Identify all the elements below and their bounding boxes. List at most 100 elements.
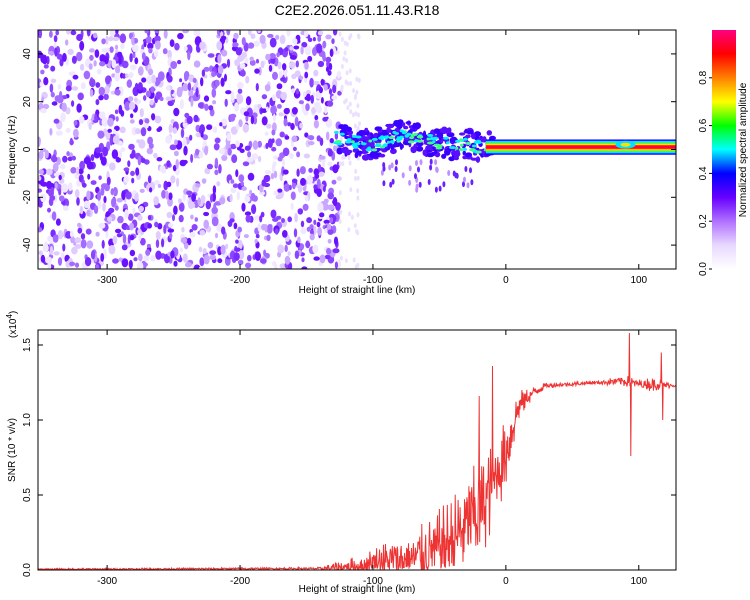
- signal-core: [416, 135, 424, 139]
- signal-core: [350, 140, 355, 144]
- signal-blob: [473, 131, 482, 137]
- noise-speck: [327, 192, 335, 200]
- noise-speck: [182, 253, 188, 263]
- noise-speck: [57, 95, 64, 104]
- noise-speck: [233, 32, 239, 40]
- noise-speck: [257, 103, 262, 109]
- noise-speck: [161, 238, 165, 248]
- noise-speck: [133, 257, 138, 262]
- noise-speck: [295, 88, 300, 95]
- noise-speck: [168, 192, 173, 200]
- signal-blob: [465, 134, 471, 139]
- snr-y-tick-label: 1.5: [22, 338, 33, 352]
- noise-speck: [158, 126, 163, 132]
- noise-speck: [206, 163, 213, 170]
- noise-speck: [328, 62, 333, 71]
- noise-speck: [283, 118, 288, 127]
- noise-speck: [155, 40, 161, 50]
- noise-speck: [317, 35, 322, 42]
- noise-speck: [203, 95, 210, 102]
- colorbar-ticks: 0.0 0.2 0.4 0.6 0.8: [698, 70, 712, 276]
- noise-speck: [167, 228, 175, 233]
- noise-speck: [42, 243, 49, 253]
- noise-speck: [209, 108, 215, 117]
- noise-speck: [147, 223, 152, 229]
- noise-speck: [177, 32, 184, 40]
- noise-speck: [186, 190, 193, 195]
- noise-speck: [304, 132, 309, 138]
- snr-y-multiplier: (x104): [5, 311, 19, 338]
- signal-blob: [405, 121, 412, 125]
- noise-speck: [161, 189, 167, 199]
- noise-speck: [101, 239, 105, 249]
- noise-speck: [98, 222, 106, 229]
- noise-speck: [292, 38, 298, 45]
- noise-speck: [224, 98, 228, 107]
- signal-blob: [415, 160, 418, 166]
- noise-speck: [354, 264, 358, 269]
- noise-speck: [129, 119, 135, 124]
- noise-speck: [303, 153, 310, 159]
- spectrogram-x-tick-label: -200: [230, 275, 250, 286]
- noise-speck: [100, 156, 107, 166]
- signal-core: [432, 140, 436, 144]
- noise-speck: [237, 88, 243, 94]
- noise-speck: [259, 183, 264, 193]
- noise-speck: [190, 153, 194, 163]
- noise-speck: [221, 226, 226, 235]
- noise-speck: [100, 187, 105, 196]
- signal-blob: [458, 132, 466, 136]
- noise-speck: [79, 63, 85, 71]
- signal-blob: [434, 186, 438, 193]
- noise-speck: [98, 95, 104, 101]
- noise-speck: [267, 33, 274, 38]
- noise-speck: [218, 164, 222, 174]
- noise-speck: [272, 122, 277, 132]
- snr-y-label: SNR (10 * v/v): [7, 418, 18, 482]
- noise-speck: [332, 84, 337, 94]
- noise-speck: [195, 87, 199, 98]
- noise-speck: [181, 226, 185, 233]
- noise-speck: [111, 149, 119, 160]
- noise-speck: [72, 74, 79, 80]
- signal-blob: [393, 143, 397, 148]
- noise-speck: [300, 177, 306, 186]
- noise-speck: [294, 116, 299, 127]
- noise-speck: [217, 65, 224, 74]
- noise-speck: [156, 157, 163, 162]
- snr-x-tick-label: -300: [97, 576, 117, 587]
- noise-speck: [217, 258, 223, 264]
- signal-blob: [442, 181, 446, 188]
- noise-speck: [71, 55, 77, 64]
- noise-speck: [43, 77, 49, 86]
- signal-blob: [447, 127, 452, 134]
- noise-speck: [251, 204, 257, 215]
- noise-speck: [134, 57, 139, 65]
- noise-speck: [254, 68, 260, 74]
- noise-speck: [247, 151, 252, 158]
- noise-speck: [130, 170, 135, 177]
- noise-speck: [130, 113, 134, 119]
- noise-speck: [194, 217, 198, 222]
- noise-speck: [208, 105, 214, 111]
- noise-speck: [281, 158, 286, 166]
- noise-speck: [178, 202, 185, 212]
- signal-blob: [438, 185, 442, 192]
- noise-speck: [40, 193, 47, 203]
- signal-band: [485, 145, 676, 149]
- noise-speck: [88, 122, 92, 130]
- noise-speck: [301, 41, 308, 48]
- noise-speck: [347, 227, 351, 233]
- noise-speck: [157, 184, 162, 188]
- noise-speck: [295, 60, 299, 68]
- noise-speck: [304, 71, 309, 79]
- noise-speck: [340, 84, 344, 90]
- noise-speck: [279, 131, 285, 138]
- noise-speck: [293, 228, 298, 238]
- noise-speck: [163, 30, 168, 39]
- noise-speck: [297, 208, 304, 215]
- signal-blob: [379, 153, 386, 158]
- noise-speck: [304, 195, 309, 202]
- noise-speck: [107, 117, 114, 127]
